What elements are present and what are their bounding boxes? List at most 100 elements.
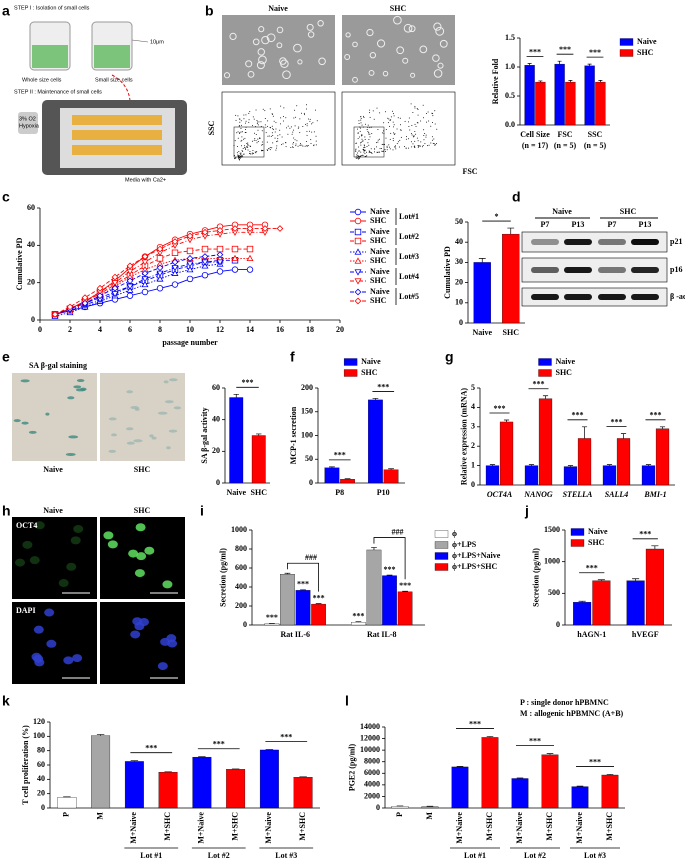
legend-swatch [343, 369, 358, 377]
event-dot [315, 144, 317, 146]
legend-label: Naive [370, 247, 390, 256]
legend-marker [354, 237, 362, 245]
band [564, 294, 592, 300]
event-dot [417, 145, 419, 147]
legend-label: ϕ [452, 529, 457, 538]
legend-label: Naive [370, 287, 390, 296]
marker [126, 262, 134, 270]
legend-marker [354, 269, 362, 276]
error-bar [598, 79, 603, 83]
cell [432, 54, 440, 62]
event-dot [395, 148, 397, 150]
event-dot [239, 132, 241, 134]
error-bar [284, 572, 291, 575]
event-dot [392, 121, 394, 123]
gas-tank [18, 112, 38, 134]
event-dot [295, 116, 297, 118]
lot-label: Lot#5 [399, 292, 419, 301]
bar [563, 466, 578, 486]
event-dot [256, 121, 258, 123]
y-tick-label: 10000 [360, 745, 380, 754]
significance-label: *** [589, 48, 601, 57]
y-axis-label: Secretion (pg/ml) [219, 548, 228, 607]
bar [192, 756, 212, 809]
event-dot [305, 104, 307, 106]
y-tick-label: 1.5 [505, 33, 515, 42]
event-dot [355, 149, 357, 151]
event-dot [417, 109, 419, 111]
event-dot [369, 112, 371, 114]
bar [502, 233, 520, 324]
event-dot [281, 136, 283, 138]
event-dot [282, 120, 284, 122]
event-dot [426, 121, 428, 123]
bar [655, 428, 670, 486]
event-dot [359, 136, 361, 138]
event-dot [256, 123, 258, 125]
bar [91, 735, 111, 809]
x-tick-label: P10 [377, 488, 390, 497]
x-tick-label: Naive [226, 488, 246, 497]
legend-swatch [538, 358, 552, 366]
event-dot [303, 114, 305, 116]
marker [216, 259, 224, 266]
bar [524, 65, 535, 126]
event-dot [253, 152, 255, 154]
y-tick-label: 1.0 [505, 62, 515, 71]
event-dot [434, 144, 436, 146]
marker [246, 266, 254, 273]
y-tick-label: 1500 [544, 525, 560, 534]
marker [141, 288, 149, 296]
bracket [373, 537, 406, 580]
event-dot [369, 116, 371, 118]
event-dot [355, 157, 357, 159]
significance-label: *** [589, 757, 601, 766]
step-label: STEP I : Isolation of small cells [14, 5, 90, 11]
gate [233, 126, 265, 158]
series-line [54, 231, 265, 315]
event-dot [282, 143, 284, 145]
y-tick-label: 2000 [364, 791, 380, 800]
x-tick-label: P [395, 812, 404, 817]
nucleus [72, 654, 83, 663]
event-dot [369, 109, 371, 111]
event-dot [421, 146, 423, 148]
marker [81, 299, 89, 307]
western-blot: Naive SHC [535, 207, 658, 219]
cell [345, 32, 351, 38]
y-tick-label: 20 [212, 446, 220, 455]
event-dot [306, 123, 308, 125]
event-dot [433, 138, 435, 140]
event-dot [295, 143, 297, 145]
event-dot [287, 125, 289, 127]
event-dot [237, 115, 239, 117]
y-tick-label: 120 [33, 717, 45, 726]
error-bar [507, 227, 515, 235]
event-dot [272, 113, 274, 115]
panel-label: e [2, 349, 10, 365]
event-dot [243, 145, 245, 147]
event-dot [362, 148, 364, 150]
event-dot [248, 112, 250, 114]
stained-cell [164, 400, 174, 404]
event-dot [310, 142, 312, 144]
stained-cell [73, 385, 82, 389]
event-dot [361, 124, 363, 126]
y-tick-label: 20 [37, 788, 45, 797]
bar [538, 398, 553, 486]
event-dot [264, 110, 266, 112]
event-dot [241, 149, 243, 151]
event-dot [369, 151, 371, 153]
marker [156, 285, 164, 292]
significance-label: *** [242, 378, 254, 387]
marker [96, 284, 104, 292]
marker [201, 253, 209, 260]
event-dot [389, 148, 391, 150]
event-dot [422, 117, 424, 119]
event-dot [385, 137, 387, 139]
event-dot [376, 107, 378, 109]
band [598, 239, 626, 245]
event-dot [360, 144, 362, 146]
image-label: SHC [134, 506, 151, 515]
